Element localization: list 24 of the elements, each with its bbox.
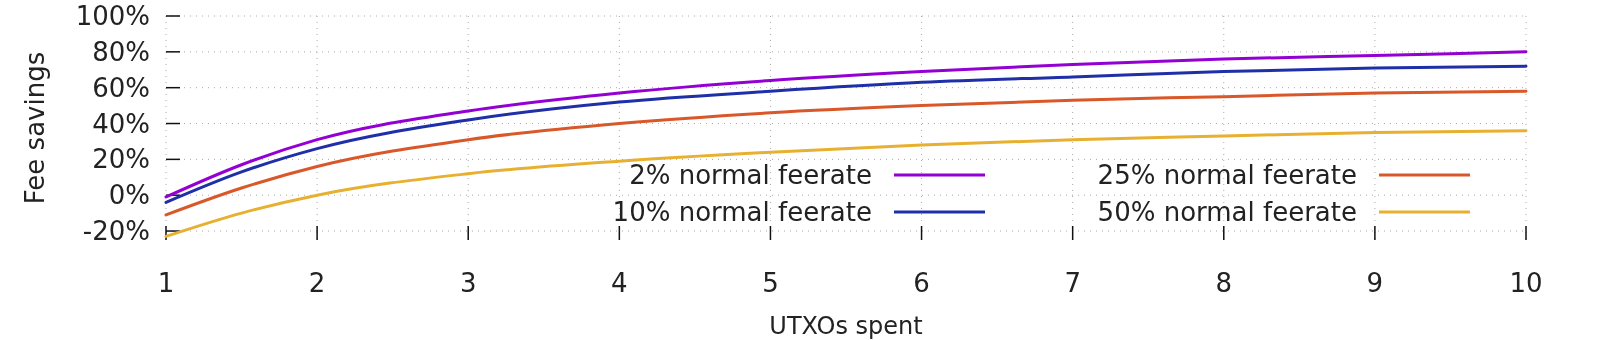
y-tick-label: 100% xyxy=(75,1,150,32)
y-tick-label: 20% xyxy=(92,144,150,175)
x-axis-title: UTXOs spent xyxy=(769,312,923,340)
y-axis-title: Fee savings xyxy=(20,51,50,205)
x-tick-label: 8 xyxy=(1215,268,1233,298)
y-tick-label: -20% xyxy=(82,216,150,247)
x-tick-label: 4 xyxy=(611,268,628,298)
x-tick-label: 9 xyxy=(1366,268,1384,298)
x-tick-label: 2 xyxy=(308,268,326,298)
x-tick-label: 3 xyxy=(459,268,477,298)
legend-label: 2% normal feerate xyxy=(629,160,872,191)
legend-label: 10% normal feerate xyxy=(612,197,872,228)
x-tick-label: 5 xyxy=(762,268,779,298)
y-tick-label: 80% xyxy=(92,36,150,67)
line-series xyxy=(164,129,1528,238)
x-tick-label: 6 xyxy=(913,268,930,298)
legend-label: 25% normal feerate xyxy=(1097,160,1357,191)
x-tick-label: 1 xyxy=(157,268,175,298)
x-tick-label: 10 xyxy=(1509,268,1543,298)
y-tick-label: 40% xyxy=(92,108,150,139)
y-tick-label: 0% xyxy=(108,180,150,211)
x-tick-label: 7 xyxy=(1064,268,1081,298)
y-tick-label: 60% xyxy=(92,72,150,103)
legend-label: 50% normal feerate xyxy=(1097,197,1357,228)
